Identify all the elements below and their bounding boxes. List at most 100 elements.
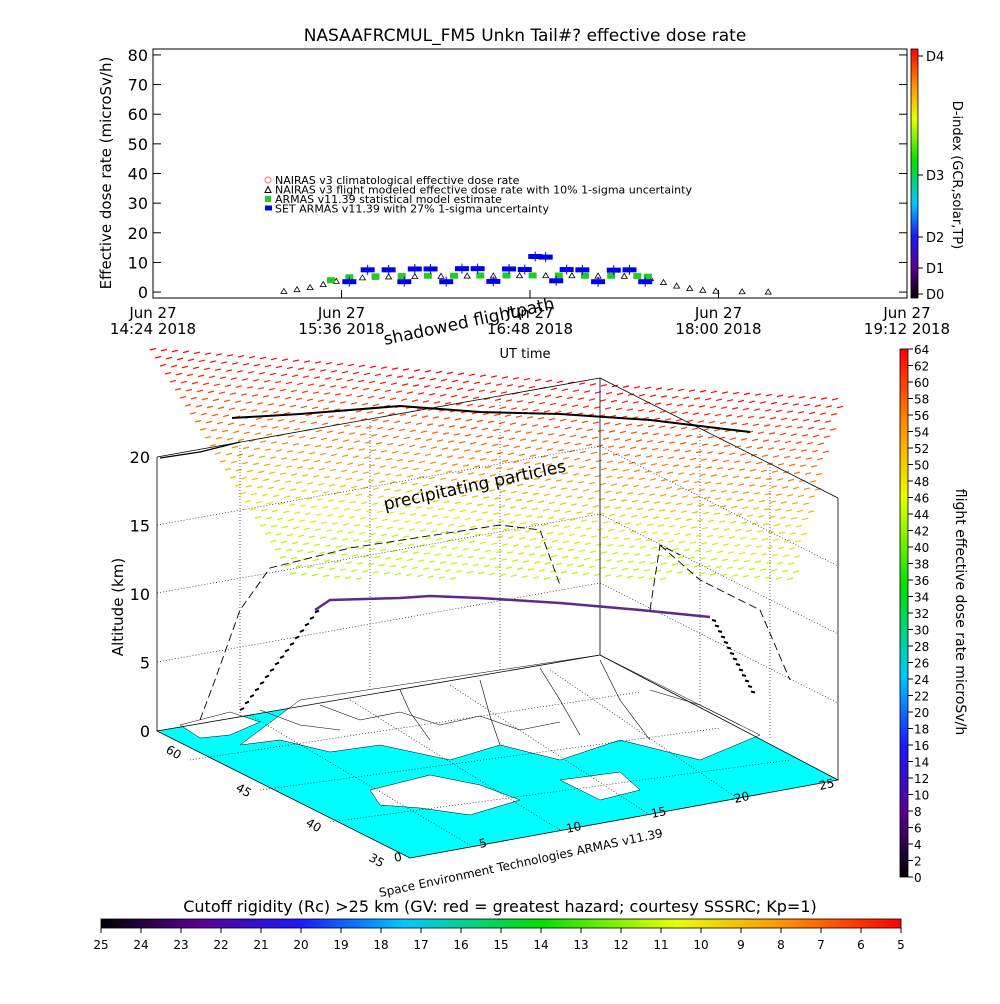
dose-dash: [577, 564, 585, 568]
dose-dash: [307, 550, 315, 554]
dose-dash: [308, 368, 316, 371]
dose-dash: [327, 415, 335, 419]
dose-dash: [391, 534, 399, 538]
dose-dash: [269, 456, 277, 459]
dose-dash: [684, 449, 692, 453]
dose-dash: [528, 469, 536, 473]
dose-dash: [356, 478, 364, 482]
dose-dash: [319, 369, 327, 372]
dose-dash: [402, 451, 410, 455]
dose-dash: [573, 457, 581, 461]
dose-dash: [550, 387, 558, 391]
dose-dash: [713, 428, 721, 432]
dose-dash: [800, 449, 808, 452]
armas-point: [638, 279, 653, 285]
dose-dash: [704, 565, 712, 568]
rigidity-tick-label: 21: [253, 938, 268, 952]
dose-dash: [528, 553, 536, 556]
dose-dash: [538, 569, 546, 572]
dose-dash: [303, 360, 311, 363]
dose-dash: [781, 486, 789, 489]
dose-dash: [316, 414, 324, 418]
dose-dash: [435, 454, 443, 458]
dose-dash: [341, 454, 349, 458]
dose-dash: [435, 537, 443, 541]
dose-dash: [643, 485, 651, 489]
x-axis-label: UT time: [500, 347, 551, 362]
dose-dash: [563, 525, 571, 529]
dose-dash: [369, 365, 377, 369]
dose-dash: [793, 555, 801, 558]
dose-dash: [604, 407, 612, 410]
dose-dash: [363, 372, 371, 376]
climb-mark: [249, 694, 255, 698]
dose-dash: [371, 502, 379, 506]
dose-dash: [339, 484, 347, 488]
dose-dash: [470, 426, 478, 430]
dose-dash: [275, 532, 283, 536]
dose-dash: [739, 536, 747, 540]
dose-dash: [468, 540, 476, 544]
plot-frame: [152, 48, 908, 299]
dose-dash: [599, 399, 607, 402]
dose-dash: [724, 513, 732, 516]
dose-dash: [810, 464, 818, 468]
dose-dash: [311, 406, 319, 410]
dose-dash: [453, 433, 461, 436]
dose-dash: [546, 531, 554, 535]
dose-dash: [556, 547, 564, 551]
dose-dash: [509, 422, 517, 425]
dose-dash: [543, 409, 551, 413]
dose-dash: [775, 493, 783, 496]
dose-dash: [823, 435, 831, 439]
dose-dash: [799, 464, 807, 467]
dose-dash: [567, 548, 575, 552]
dose-dash: [647, 508, 655, 512]
dose-dash: [432, 416, 440, 419]
dose-dash: [751, 522, 759, 525]
dose-dash: [626, 408, 634, 412]
dose-dash: [454, 501, 462, 505]
dose-dash: [696, 435, 704, 439]
dose-dash: [513, 529, 521, 532]
dose-dash: [385, 457, 393, 461]
dose-dash: [320, 521, 328, 524]
dose-dash: [298, 435, 306, 439]
dose-dash: [485, 534, 493, 538]
longitude-tick-label: 10: [565, 819, 583, 836]
dose-dash: [739, 453, 747, 456]
dose-dash: [321, 422, 329, 426]
dose-dash: [439, 561, 447, 564]
dose-dash: [280, 540, 288, 544]
dose-dash: [286, 450, 294, 453]
dose-dash: [328, 400, 336, 403]
dose-dash: [483, 397, 491, 401]
dose-dash: [499, 573, 507, 577]
dose-dash: [809, 396, 817, 400]
dose-dash: [489, 473, 497, 477]
dose-dash: [695, 534, 703, 537]
dose-dash: [624, 522, 632, 525]
dose-dash: [266, 418, 274, 421]
dose-dash: [819, 412, 827, 415]
dose-dash: [243, 431, 251, 435]
dose-dash: [510, 490, 518, 494]
dose-dash: [706, 534, 714, 538]
dose-dash: [179, 395, 187, 399]
dose-dash: [613, 437, 621, 441]
dose-dash: [673, 449, 681, 452]
dose-dash: [634, 538, 642, 541]
dose-dash: [535, 447, 543, 450]
dose-dash: [225, 452, 233, 456]
dose-dash: [269, 372, 277, 376]
dose-dash: [803, 487, 811, 491]
dose-dash: [533, 477, 541, 481]
dose-dash: [338, 416, 346, 419]
dose-dash: [446, 371, 454, 375]
dose-dash: [512, 544, 520, 547]
dose-dash: [665, 570, 673, 573]
rigidity-tick-label: 6: [857, 938, 865, 952]
dose-dash: [698, 405, 706, 408]
dose-dash: [184, 403, 192, 407]
